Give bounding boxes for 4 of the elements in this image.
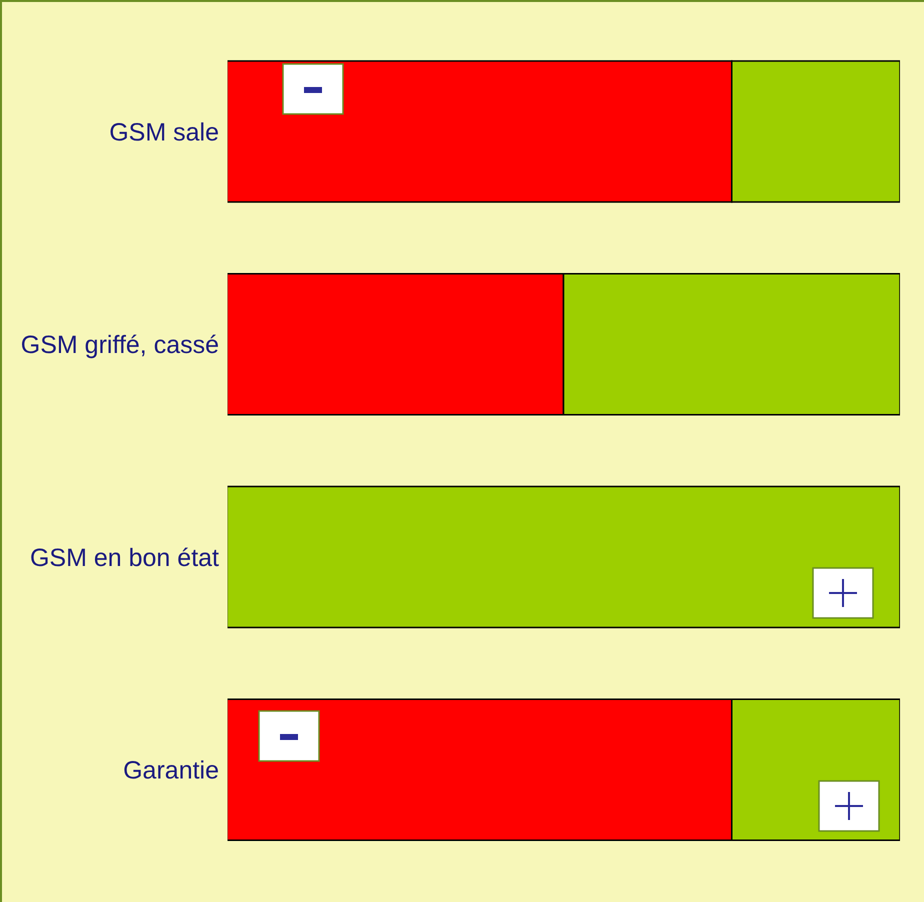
- y-tick-label: GSM griffé, cassé: [20, 331, 219, 359]
- y-tick-label: GSM en bon état: [30, 544, 220, 572]
- y-tick-label: GSM sale: [109, 118, 219, 146]
- y-tick-label: Garantie: [123, 756, 219, 784]
